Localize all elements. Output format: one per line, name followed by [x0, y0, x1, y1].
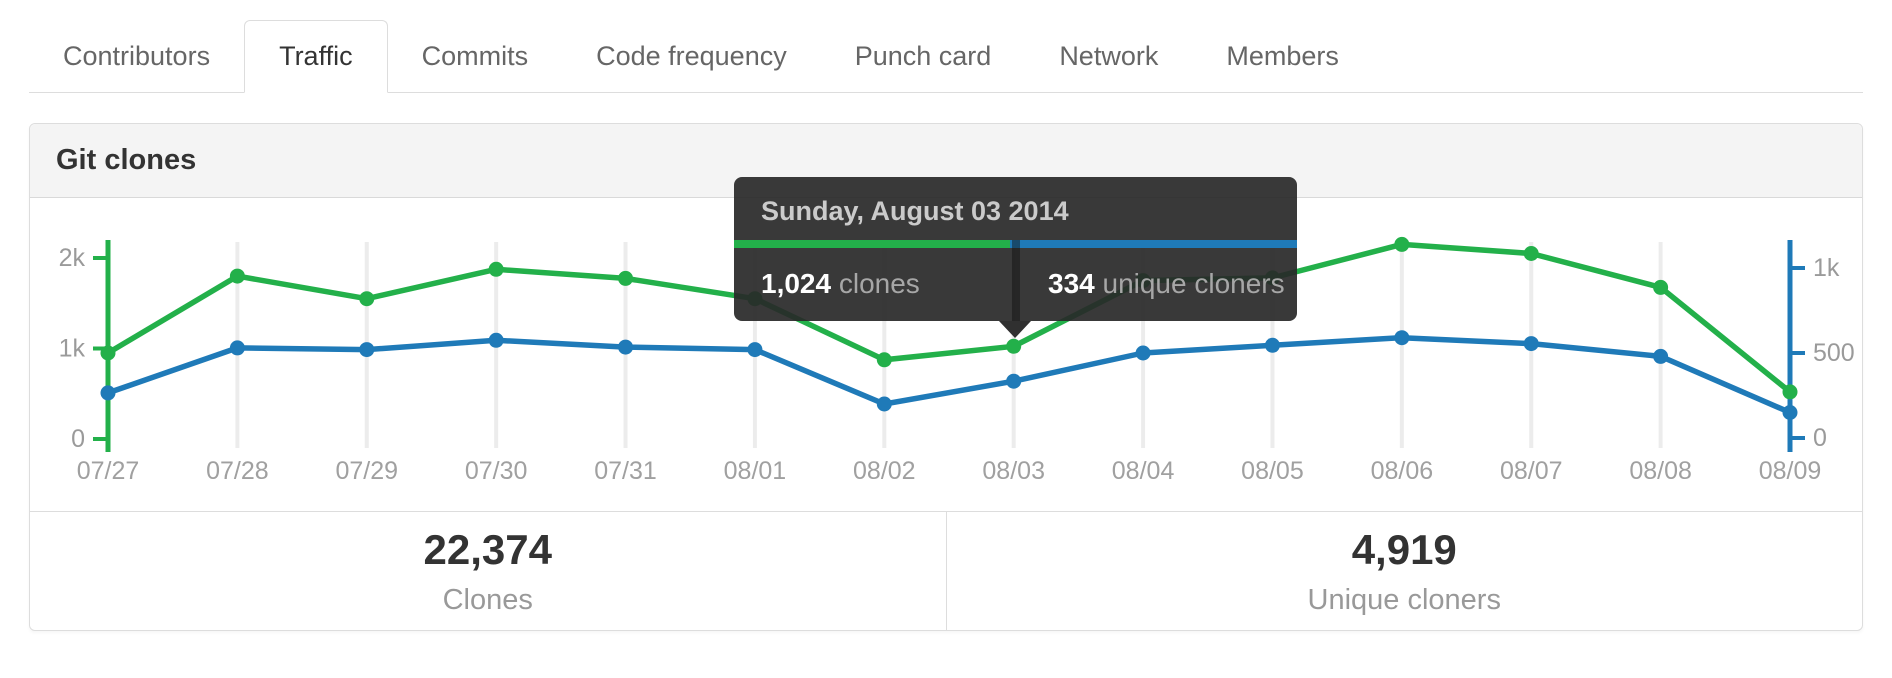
clones-total-label: Clones [442, 583, 533, 616]
unique-cloners-line [105, 334, 1793, 416]
unique-cloners-point[interactable] [1653, 348, 1669, 364]
x-axis-date-label: 07/27 [77, 457, 140, 485]
x-axis-date-label: 07/28 [206, 457, 269, 485]
tab-code-frequency[interactable]: Code frequency [596, 41, 787, 71]
clones-point[interactable] [1653, 279, 1669, 295]
clones-point[interactable] [1394, 236, 1410, 252]
left-axis-tick-label: 2k [59, 244, 86, 272]
x-axis-date-label: 08/02 [853, 457, 916, 485]
left-axis-tick-label: 0 [71, 425, 85, 453]
clones-total: 22,374 [423, 525, 552, 573]
tab-network[interactable]: Network [1059, 41, 1159, 71]
unique-cloners-point[interactable] [1782, 405, 1798, 420]
x-axis-date-label: 08/01 [724, 457, 787, 485]
totals-row: 22,374 Clones 4,919 Unique cloners [30, 511, 1862, 630]
x-axis-date-label: 08/07 [1500, 457, 1563, 485]
panel-title: Git clones [56, 144, 197, 176]
panel-header: Git clones [30, 124, 1862, 198]
clones-point[interactable] [1782, 384, 1798, 400]
clones-point[interactable] [747, 291, 763, 307]
x-axis-date-label: 07/29 [335, 457, 398, 485]
unique-cloners-point[interactable] [747, 342, 763, 358]
clones-chart: 0 1k 2k 0 500 1k 07/27 07/28 07/29 07/30 07/31 08/0… [59, 236, 1855, 485]
clones-line [105, 241, 1793, 395]
unique-cloners-point[interactable] [229, 340, 245, 356]
right-axis-tick-label: 1k [1813, 254, 1840, 282]
x-axis-date-label: 07/30 [465, 457, 528, 485]
clones-chart-region: 0 1k 2k 0 500 1k 07/27 07/28 07/29 07/30 07/31 08/0… [30, 198, 1862, 511]
tab-punch-card[interactable]: Punch card [854, 41, 992, 71]
unique-cloners-total: 4,919 [1351, 525, 1457, 573]
x-axis-date-label: 08/06 [1371, 457, 1434, 485]
tab-contributors[interactable]: Contributors [63, 41, 211, 71]
x-axis-date-label: 08/04 [1112, 457, 1175, 485]
unique-cloners-point[interactable] [876, 396, 892, 412]
unique-cloners-point[interactable] [1006, 373, 1022, 389]
page-content: Contributors Traffic Commits Code freque… [0, 20, 1892, 631]
unique-cloners-point[interactable] [1135, 345, 1151, 361]
unique-cloners-point[interactable] [1523, 336, 1539, 352]
unique-cloners-point[interactable] [359, 342, 375, 358]
x-axis-date-label: 07/31 [594, 457, 657, 485]
unique-cloners-point[interactable] [100, 385, 116, 401]
x-axis-date-label: 08/03 [982, 457, 1045, 485]
clones-point[interactable] [1006, 338, 1022, 354]
clones-point[interactable] [359, 291, 375, 307]
clones-point[interactable] [100, 345, 116, 361]
unique-cloners-total-cell: 4,919 Unique cloners [945, 512, 1863, 630]
right-axis-tick-label: 500 [1813, 339, 1855, 367]
tab-traffic[interactable]: Traffic [244, 20, 388, 93]
clones-point[interactable] [876, 352, 892, 368]
tab-commits[interactable]: Commits [421, 41, 529, 71]
clones-point[interactable] [488, 261, 504, 277]
x-axis-date-label: 08/09 [1759, 457, 1822, 485]
clones-point[interactable] [1264, 270, 1280, 286]
unique-cloners-point[interactable] [618, 339, 634, 355]
x-axis-date-label: 08/08 [1629, 457, 1692, 485]
unique-cloners-total-label: Unique cloners [1307, 583, 1501, 616]
right-axis-tick-label: 0 [1813, 424, 1827, 452]
clones-total-cell: 22,374 Clones [30, 512, 946, 630]
clones-point[interactable] [1135, 273, 1151, 289]
repo-graphs-tabnav: Contributors Traffic Commits Code freque… [29, 20, 1863, 93]
clones-point[interactable] [1523, 246, 1539, 261]
git-clones-panel: Git clones 0 1k 2k 0 500 1k 07/27 07/28 07/29 07/… [29, 123, 1863, 631]
unique-cloners-point[interactable] [488, 332, 504, 348]
unique-cloners-point[interactable] [1394, 330, 1410, 346]
x-axis-date-label: 08/05 [1241, 457, 1304, 485]
left-axis-tick-label: 1k [59, 335, 86, 363]
tab-members[interactable]: Members [1226, 41, 1339, 71]
clones-point[interactable] [229, 268, 245, 284]
clones-point[interactable] [618, 270, 634, 286]
unique-cloners-point[interactable] [1264, 337, 1280, 353]
